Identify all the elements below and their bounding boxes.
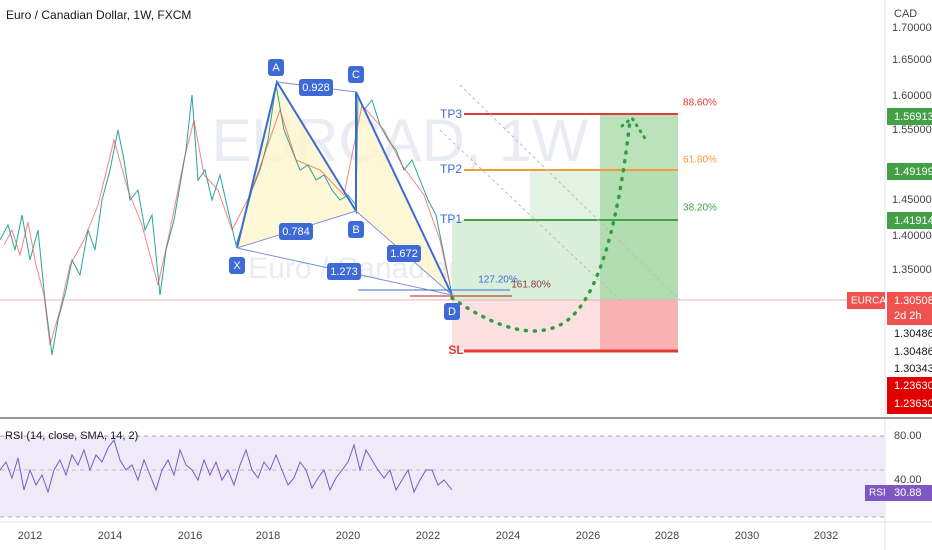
price-tick: 1.65000 (892, 54, 932, 66)
sl-zone (600, 300, 678, 351)
price-tag-text: 1.30343 (894, 363, 932, 375)
ratio-label: 1.672 (390, 248, 418, 260)
fib-level-label: 61.80% (683, 155, 717, 166)
point-label: X (233, 260, 241, 272)
level-label: TP2 (440, 162, 462, 176)
time-tick: 2016 (178, 530, 202, 542)
price-tag-text: 1.23630 (894, 380, 932, 392)
fib-label: 127.20% (478, 275, 518, 286)
time-tick: 2018 (256, 530, 280, 542)
rsi-tag (865, 485, 887, 501)
price-tag-text: 1.41914 (894, 215, 932, 227)
time-tick: 2028 (655, 530, 679, 542)
rsi-value: 30.88 (894, 487, 922, 499)
rsi-tag-text: RSI (869, 488, 886, 499)
level-label: SL (448, 343, 463, 357)
price-tick: 1.55000 (892, 124, 932, 136)
rsi-value-tag (887, 485, 932, 501)
rsi-tick: 80.00 (894, 430, 922, 442)
price-tag-text: 1.56913 (894, 111, 932, 123)
time-tick: 2030 (735, 530, 759, 542)
point-label: B (352, 224, 359, 236)
price-tag-text: 1.30486 (894, 328, 932, 340)
price-axis: 1.70000 1.65000 1.60000 1.55000 1.45000 … (892, 22, 932, 276)
price-tag-text: 1.23630 (894, 398, 932, 410)
point-label: C (352, 69, 360, 81)
price-tick: 1.35000 (892, 264, 932, 276)
trend-line (439, 129, 621, 301)
price-tick: 1.70000 (892, 22, 932, 34)
rsi-title: RSI (14, close, SMA, 14, 2) (5, 430, 138, 442)
point-labels: X A B C D 0.928 0.784 1.672 1.273 (229, 59, 460, 320)
currency-label: CAD (894, 8, 917, 20)
price-tick: 1.45000 (892, 194, 932, 206)
level-label: TP1 (440, 212, 462, 226)
fib-level-label: 38.20% (683, 203, 717, 214)
time-tick: 2022 (416, 530, 440, 542)
rsi-series (0, 438, 453, 494)
countdown: 2d 2h (894, 310, 922, 322)
point-label: A (272, 62, 280, 74)
time-tick: 2032 (814, 530, 838, 542)
time-tick: 2026 (576, 530, 600, 542)
ratio-label: 1.273 (330, 266, 358, 278)
time-tick: 2012 (18, 530, 42, 542)
price-tag (887, 377, 932, 414)
price-tick: 1.40000 (892, 230, 932, 242)
price-tick: 1.60000 (892, 90, 932, 102)
rsi-tick: 40.00 (894, 474, 922, 486)
ratio-label: 0.784 (282, 226, 310, 238)
projection (450, 118, 632, 333)
symbol-tag (847, 292, 885, 309)
level-label: TP3 (440, 107, 462, 121)
ratio-label: 0.928 (302, 82, 330, 94)
time-tick: 2014 (98, 530, 122, 542)
price-tag-text: 1.30486 (894, 346, 932, 358)
price-tag-text: 1.49199 (894, 166, 932, 178)
time-tick: 2024 (496, 530, 520, 542)
point-label: D (448, 306, 456, 318)
price-tag (887, 163, 932, 180)
projection-arrow (620, 115, 648, 142)
chart-title: Euro / Canadian Dollar, 1W, FXCM (6, 8, 191, 22)
symbol-tag-text: EURCAD (851, 296, 893, 307)
price-tag-text: 1.30508 (894, 295, 932, 307)
time-tick: 2020 (336, 530, 360, 542)
pattern-fill (237, 82, 356, 248)
fib-label: 161.80% (511, 280, 551, 291)
tp-zone (600, 114, 678, 300)
time-axis: 2012 2014 2016 2018 2020 2022 2024 2026 … (18, 530, 838, 542)
fib-level-label: 88.60% (683, 98, 717, 109)
price-tag (887, 212, 932, 229)
price-tag (887, 292, 932, 325)
rsi-band (0, 436, 885, 517)
price-tag (887, 108, 932, 125)
